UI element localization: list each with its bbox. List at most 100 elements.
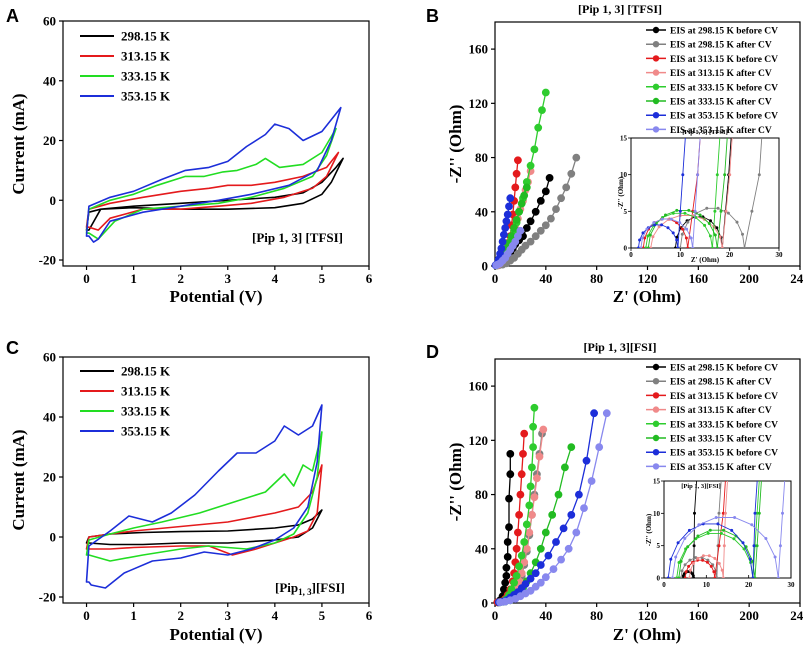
inset-point-d-6-2 — [676, 541, 680, 545]
eis-point-d-6-13 — [559, 524, 568, 533]
eis-point-b-6-7 — [501, 224, 510, 232]
annotation-c-base: [Pip — [275, 580, 298, 595]
eis-point-b-6-9 — [503, 210, 512, 219]
inset-point-b-1-10 — [750, 209, 754, 213]
y-tick-label-d-80: 80 — [475, 487, 488, 502]
inset-y-tick-label-b-15: 15 — [620, 135, 628, 143]
inset-point-b-7-11 — [696, 173, 700, 177]
eis-point-d-0-6 — [502, 563, 511, 572]
inset-point-d-3-11 — [723, 511, 727, 515]
inset-point-d-2-10 — [717, 544, 721, 548]
plot-title-b: [Pip 1, 3] [TFSI] — [578, 2, 662, 16]
inset-point-b-7-9 — [691, 246, 695, 248]
inset-y-title-b: -Z'' (Ohm) — [617, 176, 625, 209]
inset-point-d-6-6 — [730, 528, 734, 532]
legend-marker-d-2 — [652, 392, 660, 399]
eis-point-d-2-9 — [514, 528, 522, 537]
x-tick-label-d-40: 40 — [539, 608, 552, 623]
eis-point-b-1-11 — [541, 221, 550, 230]
inset-point-b-6-6 — [666, 226, 670, 230]
cv-curve-c-298-15-k — [85, 509, 323, 546]
legend-label-d-2: EIS at 313.15 K before CV — [670, 392, 778, 402]
eis-point-d-6-12 — [552, 538, 560, 546]
inset-point-d-7-10 — [778, 544, 782, 548]
inset-point-d-2-12 — [724, 473, 727, 476]
inset-point-b-4-10 — [713, 209, 717, 213]
inset-point-d-3-6 — [713, 556, 717, 560]
axis-ticks-a: 0 1 2 3 4 5 6 -20 0 20 40 60 — [39, 14, 373, 287]
eis-point-b-1-10 — [536, 226, 545, 235]
cv-curve-c-313-15-k — [85, 464, 323, 556]
eis-point-d-4-13 — [528, 463, 536, 472]
eis-point-d-0-10 — [505, 494, 513, 503]
annotation-c-sub: 1, 3 — [298, 587, 312, 597]
inset-point-b-3-9 — [720, 246, 724, 248]
y-tick-label-c-20: 20 — [43, 470, 56, 485]
inset-point-d-6-0 — [666, 576, 670, 578]
eis-point-b-2-12 — [514, 156, 522, 165]
inset-point-d-5-4 — [708, 528, 712, 532]
inset-point-b-6-0 — [636, 246, 640, 248]
inset-point-b-6-1 — [638, 238, 642, 242]
inset-x-tick-label-d-20: 20 — [745, 581, 753, 589]
eis-point-d-7-7 — [531, 582, 540, 591]
inset-point-b-6-2 — [641, 231, 645, 235]
inset-point-d-4-4 — [706, 531, 710, 535]
inset-point-b-6-9 — [676, 246, 680, 248]
eis-point-d-3-8 — [520, 558, 529, 567]
eis-point-d-4-6 — [512, 572, 521, 580]
inset-point-d-6-11 — [753, 511, 757, 515]
annotation-a: [Pip 1, 3] [TFSI] — [252, 230, 343, 245]
x-tick-label-a-1: 1 — [130, 271, 137, 286]
inset-point-d-7-3 — [697, 523, 701, 527]
legend-label-c-353-15-k: 353.15 K — [121, 424, 171, 439]
inset-point-d-7-2 — [683, 537, 687, 540]
x-tick-label-d-80: 80 — [590, 608, 603, 623]
inset-point-b-5-8 — [713, 233, 717, 237]
eis-point-d-6-11 — [544, 551, 553, 560]
annotation-c: [Pip1, 3][FSI] — [275, 580, 345, 597]
eis-point-d-7-12 — [564, 544, 573, 553]
eis-point-b-0-15 — [545, 174, 554, 182]
inset-point-b-7-7 — [685, 227, 689, 231]
x-tick-label-b-120: 120 — [638, 271, 658, 286]
panel-a-cv-tfsi: A 0 1 2 3 4 5 6 -20 0 20 40 60 298.15 K 313.15 K 333.… — [6, 6, 373, 306]
inset-point-d-6-1 — [669, 557, 673, 561]
x-tick-label-d-160: 160 — [689, 608, 709, 623]
y-tick-label-a-60: 60 — [43, 14, 56, 29]
legend-label-c-298-15-k: 298.15 K — [121, 364, 171, 379]
inset-point-d-3-8 — [720, 568, 724, 572]
x-tick-label-a-6: 6 — [366, 271, 373, 286]
inset-y-tick-label-d-0: 0 — [657, 575, 661, 583]
x-axis-title-c: Potential (V) — [169, 625, 262, 644]
eis-point-d-0-8 — [503, 538, 512, 546]
axis-ticks-d: 0408012016020024004080120160 — [469, 379, 803, 623]
inset-y-tick-label-b-10: 10 — [620, 171, 628, 179]
y-tick-label-c-40: 40 — [43, 410, 56, 425]
plot-frame-a — [62, 20, 370, 267]
x-tick-label-d-240: 240 — [790, 608, 803, 623]
legend-marker-b-1 — [652, 41, 660, 48]
series-points-b — [491, 88, 581, 270]
inset-point-d-7-0 — [671, 576, 674, 578]
inset-point-b-6-7 — [671, 231, 675, 235]
inset-arcs-d — [666, 473, 786, 578]
inset-point-d-7-6 — [750, 523, 754, 527]
inset-point-b-7-10 — [693, 209, 697, 213]
inset-point-d-1-11 — [717, 511, 721, 515]
y-tick-label-a-0: 0 — [50, 193, 57, 208]
inset-point-b-4-5 — [683, 211, 687, 215]
y-axis-title-d: -Z'' (Ohm) — [446, 443, 465, 522]
y-axis-title-b: -Z'' (Ohm) — [446, 105, 465, 184]
eis-point-b-1-14 — [557, 194, 565, 203]
eis-point-b-4-13 — [530, 145, 539, 154]
inset-x-tick-label-b-10: 10 — [677, 251, 685, 259]
inset-point-d-1-2 — [683, 563, 687, 567]
eis-point-b-1-8 — [526, 237, 535, 246]
inset-point-d-2-8 — [712, 570, 716, 574]
y-tick-label-b-40: 40 — [475, 204, 488, 219]
eis-point-d-5-10 — [541, 528, 550, 537]
series-points-d — [493, 403, 611, 607]
inset-point-b-4-7 — [703, 223, 707, 227]
eis-point-b-1-9 — [531, 232, 540, 241]
